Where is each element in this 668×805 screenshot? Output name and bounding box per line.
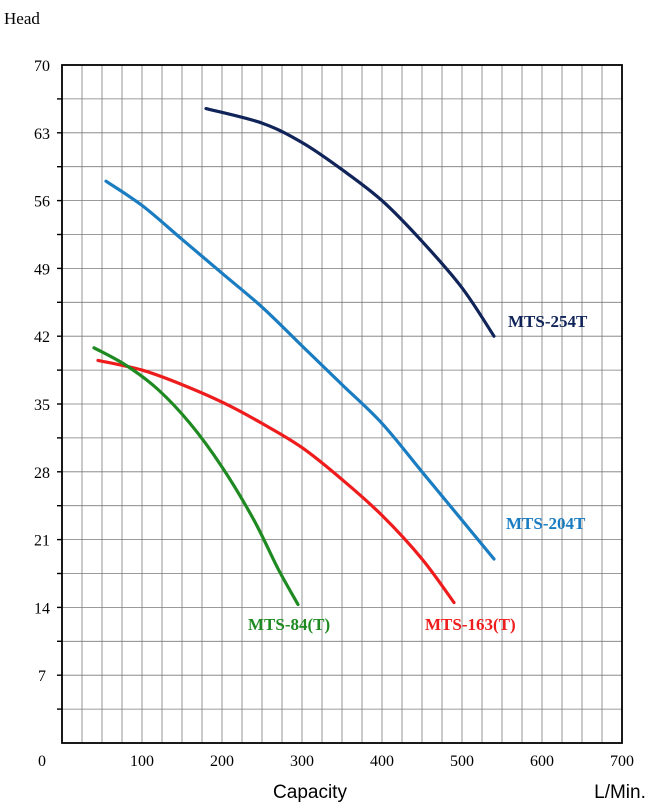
x-axis: 0 100 200 300 400 500 600 700 [38,753,634,770]
y-tick-label: 28 [34,465,50,482]
x-tick-label: 400 [370,753,394,770]
y-tick-label: 14 [34,600,50,617]
y-tick-label: 7 [38,668,46,685]
x-tick-label: 0 [38,753,46,770]
series-label-mts-204t: MTS-204T [506,514,586,533]
x-tick-label: 500 [450,753,474,770]
x-tick-label: 200 [210,753,234,770]
y-tick-label: 63 [34,126,50,143]
x-tick-label: 600 [530,753,554,770]
grid [62,65,622,743]
y-tick-label: 21 [34,533,50,550]
x-tick-label: 300 [290,753,314,770]
series-curves [92,107,496,607]
x-axis-label: Capacity [273,782,347,803]
y-axis: 7 14 21 28 35 42 49 56 63 70 [34,58,62,710]
y-tick-label: 42 [34,329,50,346]
x-axis-unit: L/Min. [594,782,646,803]
y-tick-label: 70 [34,58,50,75]
y-tick-label: 56 [34,194,50,211]
series-label-mts-84-t: MTS-84(T) [248,615,330,634]
y-tick-label: 49 [34,261,50,278]
series-line-mts-163-t [96,358,456,605]
series-label-mts-163-t: MTS-163(T) [425,615,516,634]
series-labels: MTS-254T MTS-204T MTS-163(T) MTS-84(T) [248,312,588,634]
series-label-mts-254t: MTS-254T [508,312,588,331]
series-line-mts-254t [204,107,496,338]
x-tick-label: 100 [130,753,154,770]
y-tick-label: 35 [34,397,50,414]
x-tick-label: 700 [610,753,634,770]
series-line-mts-204t [104,179,496,561]
y-axis-label: Head [4,9,40,28]
series-line-mts-84-t [92,346,300,607]
